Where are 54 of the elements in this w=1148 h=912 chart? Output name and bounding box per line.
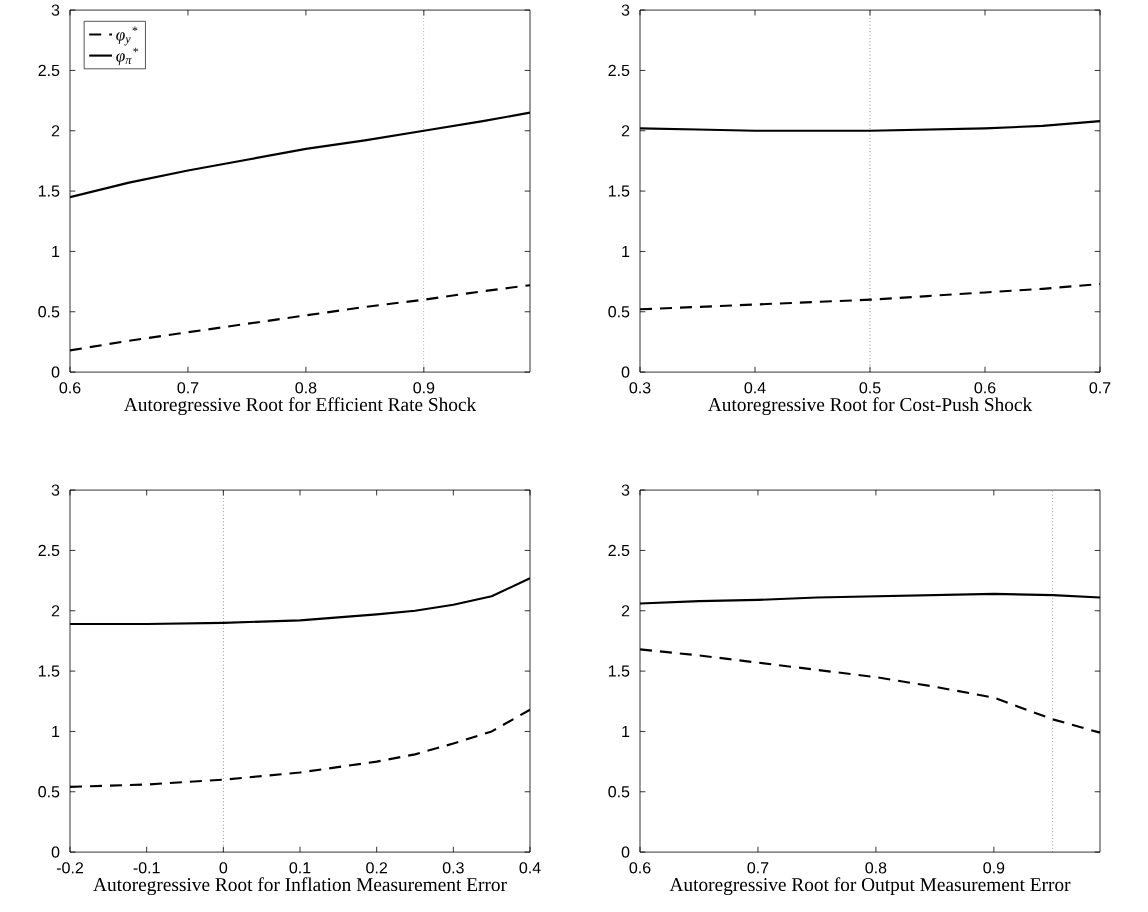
y-tick-label: 1: [52, 245, 60, 257]
y-tick-label: 1: [622, 245, 630, 257]
y-tick-label: 3: [51, 4, 60, 16]
x-tick-label: 0.6: [974, 382, 996, 394]
x-tick-label: 0.8: [865, 862, 887, 874]
x-tick-label: 0.9: [983, 862, 1005, 874]
x-axis-title: Autoregressive Root for Inflation Measurement Error: [93, 877, 507, 896]
y-tick-label: 0: [621, 366, 630, 378]
x-tick-label: 0.6: [59, 382, 81, 394]
x-tick-label: 0.1: [289, 862, 311, 874]
legend-label: φ$_{y}$*: [116, 26, 138, 46]
x-axis-title: Autoregressive Root for Cost-Push Shock: [708, 397, 1033, 416]
y-tick-label: 0: [51, 846, 60, 858]
y-tick-label: 2.5: [38, 64, 60, 77]
y-tick-label: 1: [622, 725, 630, 737]
y-tick-label: 2.5: [608, 64, 630, 77]
y-tick-label: 2: [621, 125, 630, 137]
x-tick-label: 0.4: [744, 382, 766, 394]
y-tick-label: 0.5: [608, 306, 630, 318]
x-axis-title: Autoregressive Root for Output Measurement Error: [669, 877, 1071, 896]
y-tick-label: 1.5: [38, 665, 60, 677]
x-tick-label: 0.3: [442, 862, 464, 874]
y-tick-label: 1.5: [38, 185, 60, 197]
y-tick-label: 0: [51, 366, 60, 378]
x-tick-label: 0.7: [1089, 382, 1111, 394]
y-tick-label: 0.5: [608, 786, 630, 798]
x-tick-label: 0.4: [519, 862, 541, 874]
y-tick-label: 1.5: [608, 665, 630, 677]
y-tick-label: 3: [621, 484, 630, 496]
x-tick-label: -0.2: [56, 862, 83, 874]
x-tick-label: 0.7: [177, 382, 199, 394]
y-tick-label: 3: [621, 4, 630, 16]
y-tick-label: 0: [621, 846, 630, 858]
x-tick-label: 0.2: [366, 862, 387, 874]
x-tick-label: 0.5: [859, 382, 881, 394]
x-tick-label: 0.6: [629, 862, 651, 874]
y-tick-label: 2: [51, 125, 60, 137]
legend-label: φ$_{π}$*: [116, 47, 139, 66]
y-tick-label: 1.5: [608, 185, 630, 197]
y-tick-label: 2.5: [608, 544, 630, 557]
x-tick-label: -0.1: [133, 862, 160, 874]
y-tick-label: 1: [52, 725, 60, 737]
y-tick-label: 2: [51, 605, 60, 617]
x-axis-title: Autoregressive Root for Efficient Rate Shock: [124, 397, 477, 416]
y-tick-label: 2: [621, 605, 630, 617]
y-tick-label: 0.5: [38, 786, 60, 798]
y-tick-label: 2.5: [38, 544, 60, 557]
x-tick-label: 0: [219, 862, 228, 874]
x-tick-label: 0.9: [413, 382, 435, 394]
x-tick-label: 0.3: [629, 382, 651, 394]
y-tick-label: 3: [51, 484, 60, 496]
x-tick-label: 0.7: [747, 862, 769, 874]
y-tick-label: 0.5: [38, 306, 60, 318]
x-tick-label: 0.8: [295, 382, 317, 394]
